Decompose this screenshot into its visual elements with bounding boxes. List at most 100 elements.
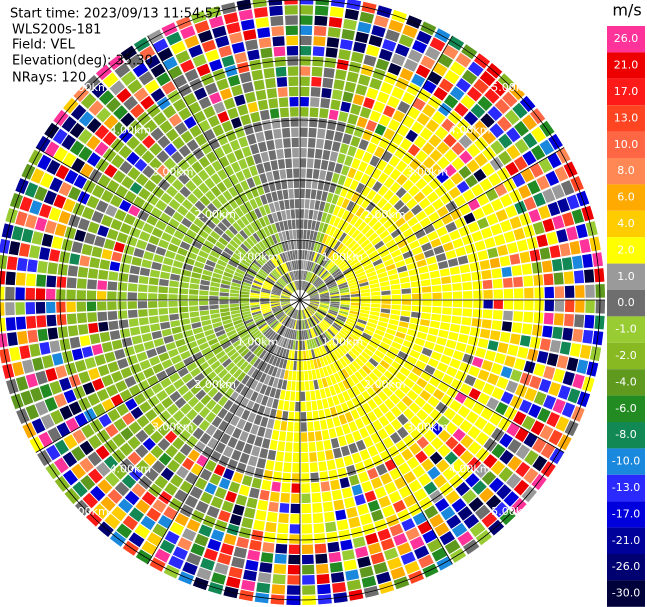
radar-cell	[337, 219, 345, 229]
radar-cell	[264, 314, 274, 320]
radar-cell	[272, 36, 285, 47]
radar-cell	[504, 406, 518, 421]
radar-cell	[213, 268, 224, 275]
radar-cell	[410, 281, 421, 288]
radar-cell	[355, 249, 365, 258]
radar-cell	[224, 267, 235, 275]
radar-cell	[479, 178, 493, 192]
radar-cell	[316, 358, 322, 368]
radar-cell	[141, 491, 157, 506]
radar-cell	[272, 256, 280, 266]
radar-cell	[304, 250, 308, 260]
header-line: WLS200s-181	[12, 23, 101, 38]
radar-cell	[200, 279, 211, 286]
radar-cell	[305, 308, 312, 317]
radar-cell	[161, 264, 172, 273]
radar-cell	[96, 107, 111, 123]
radar-cell	[273, 269, 281, 278]
radar-cell	[436, 171, 449, 184]
radar-cell	[249, 165, 258, 177]
radar-cell	[273, 286, 282, 292]
radar-cell	[201, 347, 212, 356]
radar-cell	[281, 293, 291, 297]
radar-cell	[239, 361, 249, 371]
radar-cell	[281, 242, 287, 252]
radar-cell	[415, 210, 427, 222]
radar-cell	[306, 319, 311, 329]
radar-cell	[433, 245, 445, 255]
radar-cell	[186, 519, 201, 532]
radar-cell	[438, 78, 454, 93]
colorbar-tick-label: 2.0	[617, 243, 635, 256]
radar-cell	[251, 477, 262, 489]
radar-cell	[419, 217, 431, 228]
radar-cell	[100, 496, 116, 512]
radar-field	[0, 0, 606, 606]
radar-cell	[169, 521, 185, 536]
radar-cell	[29, 200, 43, 215]
radar-cell	[403, 434, 415, 447]
radar-cell	[289, 319, 294, 329]
radar-cell	[303, 281, 308, 291]
radar-cell	[385, 29, 400, 43]
radar-cell	[402, 24, 418, 39]
radar-cell	[307, 287, 316, 294]
radar-cell	[390, 284, 401, 290]
radar-cell	[554, 300, 565, 312]
radar-cell	[557, 385, 571, 400]
radar-cell	[7, 332, 18, 347]
radar-cell	[260, 552, 274, 563]
range-ring-label: 1.00km	[322, 335, 364, 348]
radar-cell	[279, 253, 286, 263]
radar-cell	[454, 217, 467, 229]
radar-cell	[255, 243, 264, 253]
radar-cell	[287, 240, 292, 251]
radar-cell	[475, 431, 489, 446]
radar-cell	[119, 199, 132, 212]
radar-cell	[262, 251, 270, 261]
radar-cell	[339, 287, 349, 292]
radar-cell	[268, 501, 279, 512]
radar-cell	[82, 492, 99, 509]
radar-cell	[418, 325, 429, 334]
radar-cell	[255, 17, 270, 28]
radar-cell	[309, 273, 315, 283]
radar-cell	[380, 285, 391, 291]
radar-cell	[96, 388, 110, 402]
radar-cell	[344, 323, 354, 330]
radar-cell	[462, 489, 477, 504]
radar-cell	[462, 189, 475, 202]
radar-cell	[262, 309, 272, 315]
radar-cell	[169, 313, 180, 321]
radar-cell	[280, 315, 288, 323]
radar-cell	[301, 442, 308, 452]
radar-cell	[514, 358, 526, 371]
radar-cell	[114, 348, 126, 360]
radar-cell	[505, 161, 519, 176]
radar-cell	[268, 235, 275, 246]
radar-cell	[170, 354, 182, 365]
radar-cell	[323, 67, 335, 79]
radar-cell	[434, 498, 450, 512]
radar-cell	[126, 354, 139, 366]
radar-cell	[329, 307, 339, 312]
radar-cell	[426, 191, 439, 203]
radar-cell	[387, 381, 398, 393]
radar-cell	[492, 501, 509, 518]
radar-cell	[35, 217, 48, 232]
radar-cell	[237, 246, 247, 256]
radar-cell	[279, 169, 287, 180]
radar-cell	[250, 295, 260, 298]
colorbar-tick-label: -4.0	[615, 375, 636, 388]
radar-cell	[98, 413, 112, 428]
radar-cell	[513, 311, 524, 322]
radar-cell	[86, 135, 101, 151]
radar-cell	[461, 69, 478, 85]
radar-cell	[331, 141, 341, 152]
radar-cell	[174, 192, 186, 204]
colorbar-tick-label: -26.0	[612, 560, 640, 573]
radar-cell	[569, 240, 581, 255]
radar-cell	[192, 327, 203, 335]
radar-cell	[345, 353, 354, 363]
radar-cell	[159, 314, 169, 323]
